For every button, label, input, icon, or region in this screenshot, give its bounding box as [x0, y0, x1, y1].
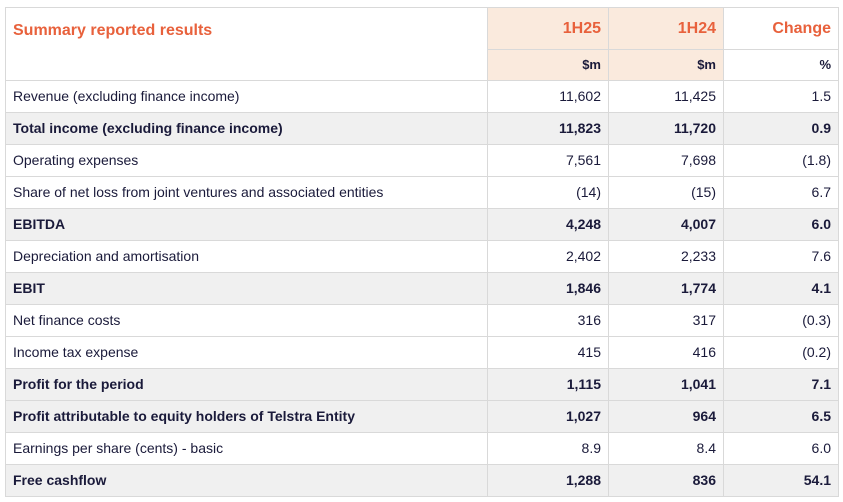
row-value-1h25: 316	[487, 304, 609, 337]
row-label: Operating expenses	[5, 144, 488, 177]
table-row: Share of net loss from joint ventures an…	[5, 176, 839, 209]
row-value-1h25: 1,027	[487, 400, 609, 433]
row-label: Total income (excluding finance income)	[5, 112, 488, 145]
row-value-1h25: 7,561	[487, 144, 609, 177]
row-value-change: 54.1	[723, 464, 839, 497]
row-value-change: 7.6	[723, 240, 839, 273]
table-row: Revenue (excluding finance income) 11,602…	[5, 80, 839, 113]
table-row: Total income (excluding finance income) 1…	[5, 112, 839, 145]
row-value-change: (0.2)	[723, 336, 839, 369]
row-value-1h25: 2,402	[487, 240, 609, 273]
row-label: Income tax expense	[5, 336, 488, 369]
row-value-change: 7.1	[723, 368, 839, 401]
row-label: Revenue (excluding finance income)	[5, 80, 488, 113]
row-value-change: 6.5	[723, 400, 839, 433]
row-label: Net finance costs	[5, 304, 488, 337]
table-body: Revenue (excluding finance income) 11,602…	[5, 80, 839, 497]
row-label: Earnings per share (cents) - basic	[5, 432, 488, 465]
table-row: Profit attributable to equity holders of…	[5, 400, 839, 433]
row-value-change: 1.5	[723, 80, 839, 113]
row-value-1h24: 317	[608, 304, 724, 337]
row-label: Free cashflow	[5, 464, 488, 497]
unit-1h25: $m	[487, 49, 609, 81]
row-label: EBITDA	[5, 208, 488, 241]
row-label: Profit for the period	[5, 368, 488, 401]
unit-change: %	[723, 49, 839, 81]
row-value-1h24: 836	[608, 464, 724, 497]
summary-results-table: Summary reported results 1H25 1H24 Chang…	[5, 7, 839, 497]
row-value-change: 4.1	[723, 272, 839, 305]
row-value-1h24: 7,698	[608, 144, 724, 177]
row-value-1h24: 1,774	[608, 272, 724, 305]
row-label: Share of net loss from joint ventures an…	[5, 176, 488, 209]
unit-1h24: $m	[608, 49, 724, 81]
row-value-change: 0.9	[723, 112, 839, 145]
table-row: Free cashflow 1,288 836 54.1	[5, 464, 839, 497]
row-value-1h25: 1,115	[487, 368, 609, 401]
row-value-change: 6.7	[723, 176, 839, 209]
row-label: Depreciation and amortisation	[5, 240, 488, 273]
row-value-1h24: (15)	[608, 176, 724, 209]
table-title: Summary reported results	[5, 7, 488, 81]
row-value-1h25: 415	[487, 336, 609, 369]
row-value-1h24: 2,233	[608, 240, 724, 273]
table-row: Operating expenses 7,561 7,698 (1.8)	[5, 144, 839, 177]
row-value-1h25: 1,288	[487, 464, 609, 497]
row-value-1h24: 964	[608, 400, 724, 433]
row-value-1h24: 4,007	[608, 208, 724, 241]
row-value-1h25: 8.9	[487, 432, 609, 465]
row-value-1h24: 11,425	[608, 80, 724, 113]
row-value-1h25: (14)	[487, 176, 609, 209]
row-value-change: 6.0	[723, 208, 839, 241]
table-row: EBITDA 4,248 4,007 6.0	[5, 208, 839, 241]
row-value-change: (0.3)	[723, 304, 839, 337]
summary-results-table-container: Summary reported results 1H25 1H24 Chang…	[5, 7, 839, 497]
row-value-1h24: 8.4	[608, 432, 724, 465]
unit-row: $m $m %	[6, 49, 839, 81]
row-value-1h24: 1,041	[608, 368, 724, 401]
column-header-1h25: 1H25	[487, 7, 609, 50]
table-row: Net finance costs 316 317 (0.3)	[5, 304, 839, 337]
column-header-change: Change	[723, 7, 839, 50]
table-row: Income tax expense 415 416 (0.2)	[5, 336, 839, 369]
row-value-1h25: 1,846	[487, 272, 609, 305]
row-value-change: (1.8)	[723, 144, 839, 177]
header-row: Summary reported results 1H25 1H24 Chang…	[5, 7, 839, 81]
row-value-1h25: 11,602	[487, 80, 609, 113]
row-label: EBIT	[5, 272, 488, 305]
row-value-1h25: 11,823	[487, 112, 609, 145]
table-row: Profit for the period 1,115 1,041 7.1	[5, 368, 839, 401]
table-row: Earnings per share (cents) - basic 8.9 8.4…	[5, 432, 839, 465]
row-value-1h24: 416	[608, 336, 724, 369]
row-value-change: 6.0	[723, 432, 839, 465]
table-row: EBIT 1,846 1,774 4.1	[5, 272, 839, 305]
row-value-1h24: 11,720	[608, 112, 724, 145]
row-value-1h25: 4,248	[487, 208, 609, 241]
table-row: Depreciation and amortisation 2,402 2,233 7…	[5, 240, 839, 273]
column-header-1h24: 1H24	[608, 7, 724, 50]
row-label: Profit attributable to equity holders of…	[5, 400, 488, 433]
